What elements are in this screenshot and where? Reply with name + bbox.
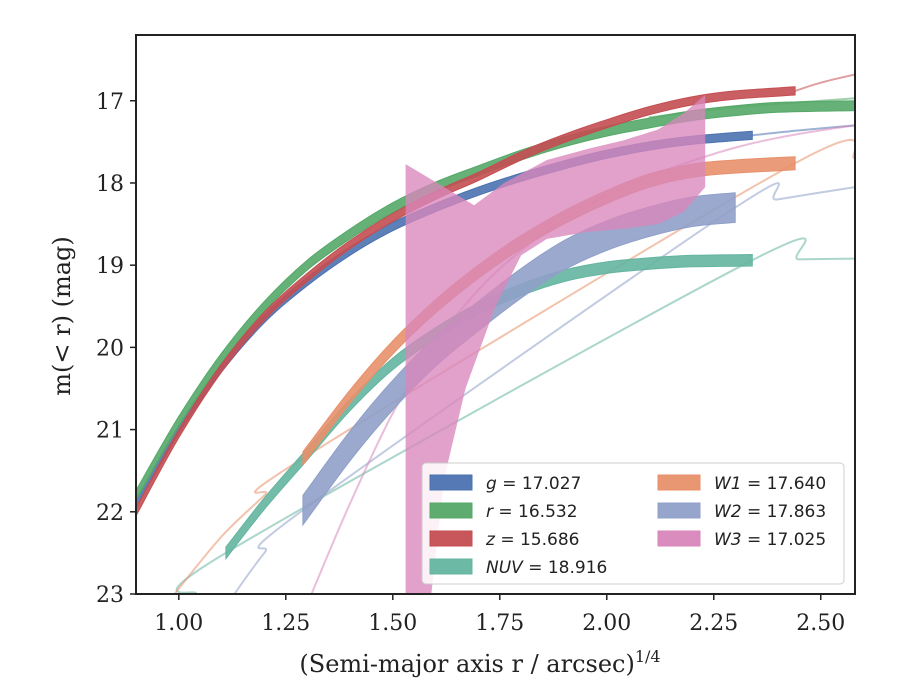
y-tick-label: 19: [96, 254, 124, 279]
legend-label-z: z = 15.686: [485, 530, 579, 550]
legend-swatch-w2: [657, 502, 701, 519]
legend-swatch-r: [429, 502, 473, 519]
y-tick-label: 18: [96, 172, 124, 197]
x-tick-label: 2.25: [689, 611, 738, 636]
y-tick-label: 23: [96, 583, 124, 608]
data-bands-layer: [136, 86, 855, 594]
legend-label-w2: W2 = 17.863: [714, 502, 826, 522]
x-axis-title: (Semi-major axis r / arcsec)1/4: [299, 647, 660, 678]
legend-swatch-nuv: [429, 558, 473, 575]
legend-label-w1: W1 = 17.640: [714, 474, 826, 494]
legend-swatch-w1: [657, 474, 701, 491]
x-axis: 1.00 1.25 1.50 1.75 2.00 2.25 2.50: [154, 594, 845, 636]
legend-box: [421, 462, 845, 585]
x-tick-label: 1.50: [368, 611, 417, 636]
legend-label-w3: W3 = 17.025: [714, 530, 826, 550]
legend-swatch-z: [429, 530, 473, 547]
legend-label-r: r = 16.532: [486, 502, 578, 522]
plot-frame: [135, 34, 856, 595]
series-nuv-band: [225, 253, 753, 561]
series-w1-model-curve: [173, 138, 855, 594]
legend-swatch-g: [429, 474, 473, 491]
x-tick-label: 1.25: [261, 611, 310, 636]
x-tick-label: 1.00: [154, 611, 203, 636]
y-tick-label: 21: [96, 419, 124, 444]
x-tick-label: 2.00: [582, 611, 631, 636]
y-axis-title: m(< r) (mag): [48, 236, 76, 395]
x-tick-label: 1.75: [475, 611, 524, 636]
x-tick-label: 2.50: [796, 611, 845, 636]
legend-label-nuv: NUV = 18.916: [486, 558, 607, 578]
series-r-band: [136, 100, 855, 502]
series-w3-band: [405, 95, 706, 594]
y-tick-label: 17: [96, 90, 124, 115]
y-tick-label: 22: [96, 501, 124, 526]
series-z-band: [136, 86, 796, 517]
y-axis: 17 18 19 20 21 22 23: [96, 90, 136, 608]
legend: g = 17.027 r = 16.532 z = 15.686 NUV = 18.9…: [421, 462, 845, 585]
y-tick-label: 20: [96, 336, 124, 361]
series-z-model-curve: [794, 73, 855, 92]
legend-label-g: g = 17.027: [486, 474, 581, 494]
series-w2-model-curve: [233, 182, 855, 594]
legend-swatch-w3: [657, 530, 701, 547]
